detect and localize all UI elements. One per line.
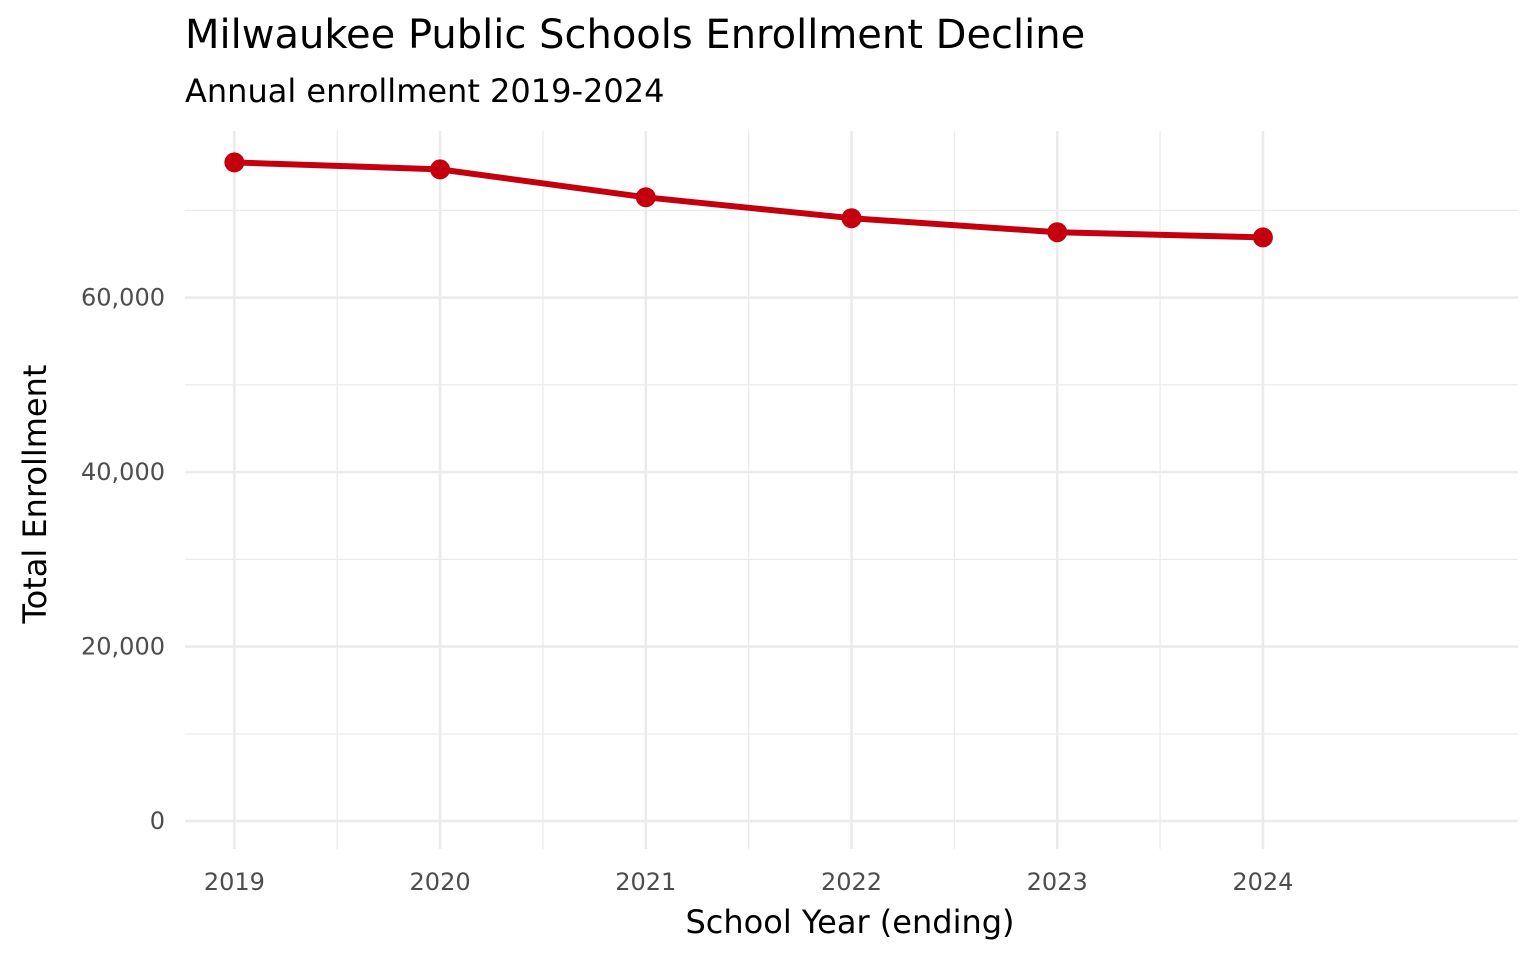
y-tick-label: 0 <box>150 807 165 835</box>
data-point <box>1047 222 1068 243</box>
x-tick-label: 2024 <box>1232 868 1293 896</box>
x-axis-title: School Year (ending) <box>685 903 1014 941</box>
x-tick-label: 2023 <box>1027 868 1088 896</box>
x-axis-ticks: 2019 2020 2021 2022 2023 2024 <box>204 868 1294 896</box>
data-point <box>224 152 245 173</box>
y-tick-label: 60,000 <box>81 284 165 312</box>
y-axis-title: Total Enrollment <box>16 365 54 625</box>
major-gridlines <box>185 131 1518 849</box>
chart-title: Milwaukee Public Schools Enrollment Decl… <box>185 12 1086 58</box>
data-point <box>635 187 656 208</box>
x-tick-label: 2022 <box>821 868 882 896</box>
data-point <box>430 159 451 180</box>
series-enrollment <box>224 152 1273 248</box>
x-tick-label: 2019 <box>204 868 265 896</box>
y-axis-ticks: 0 20,000 40,000 60,000 <box>81 284 165 835</box>
y-tick-label: 40,000 <box>81 458 165 486</box>
chart-subtitle: Annual enrollment 2019-2024 <box>185 72 665 110</box>
series-line <box>231 159 1266 241</box>
data-point <box>1252 227 1273 248</box>
x-tick-label: 2020 <box>410 868 471 896</box>
y-tick-label: 20,000 <box>81 633 165 661</box>
data-point <box>841 208 862 229</box>
x-tick-label: 2021 <box>615 868 676 896</box>
